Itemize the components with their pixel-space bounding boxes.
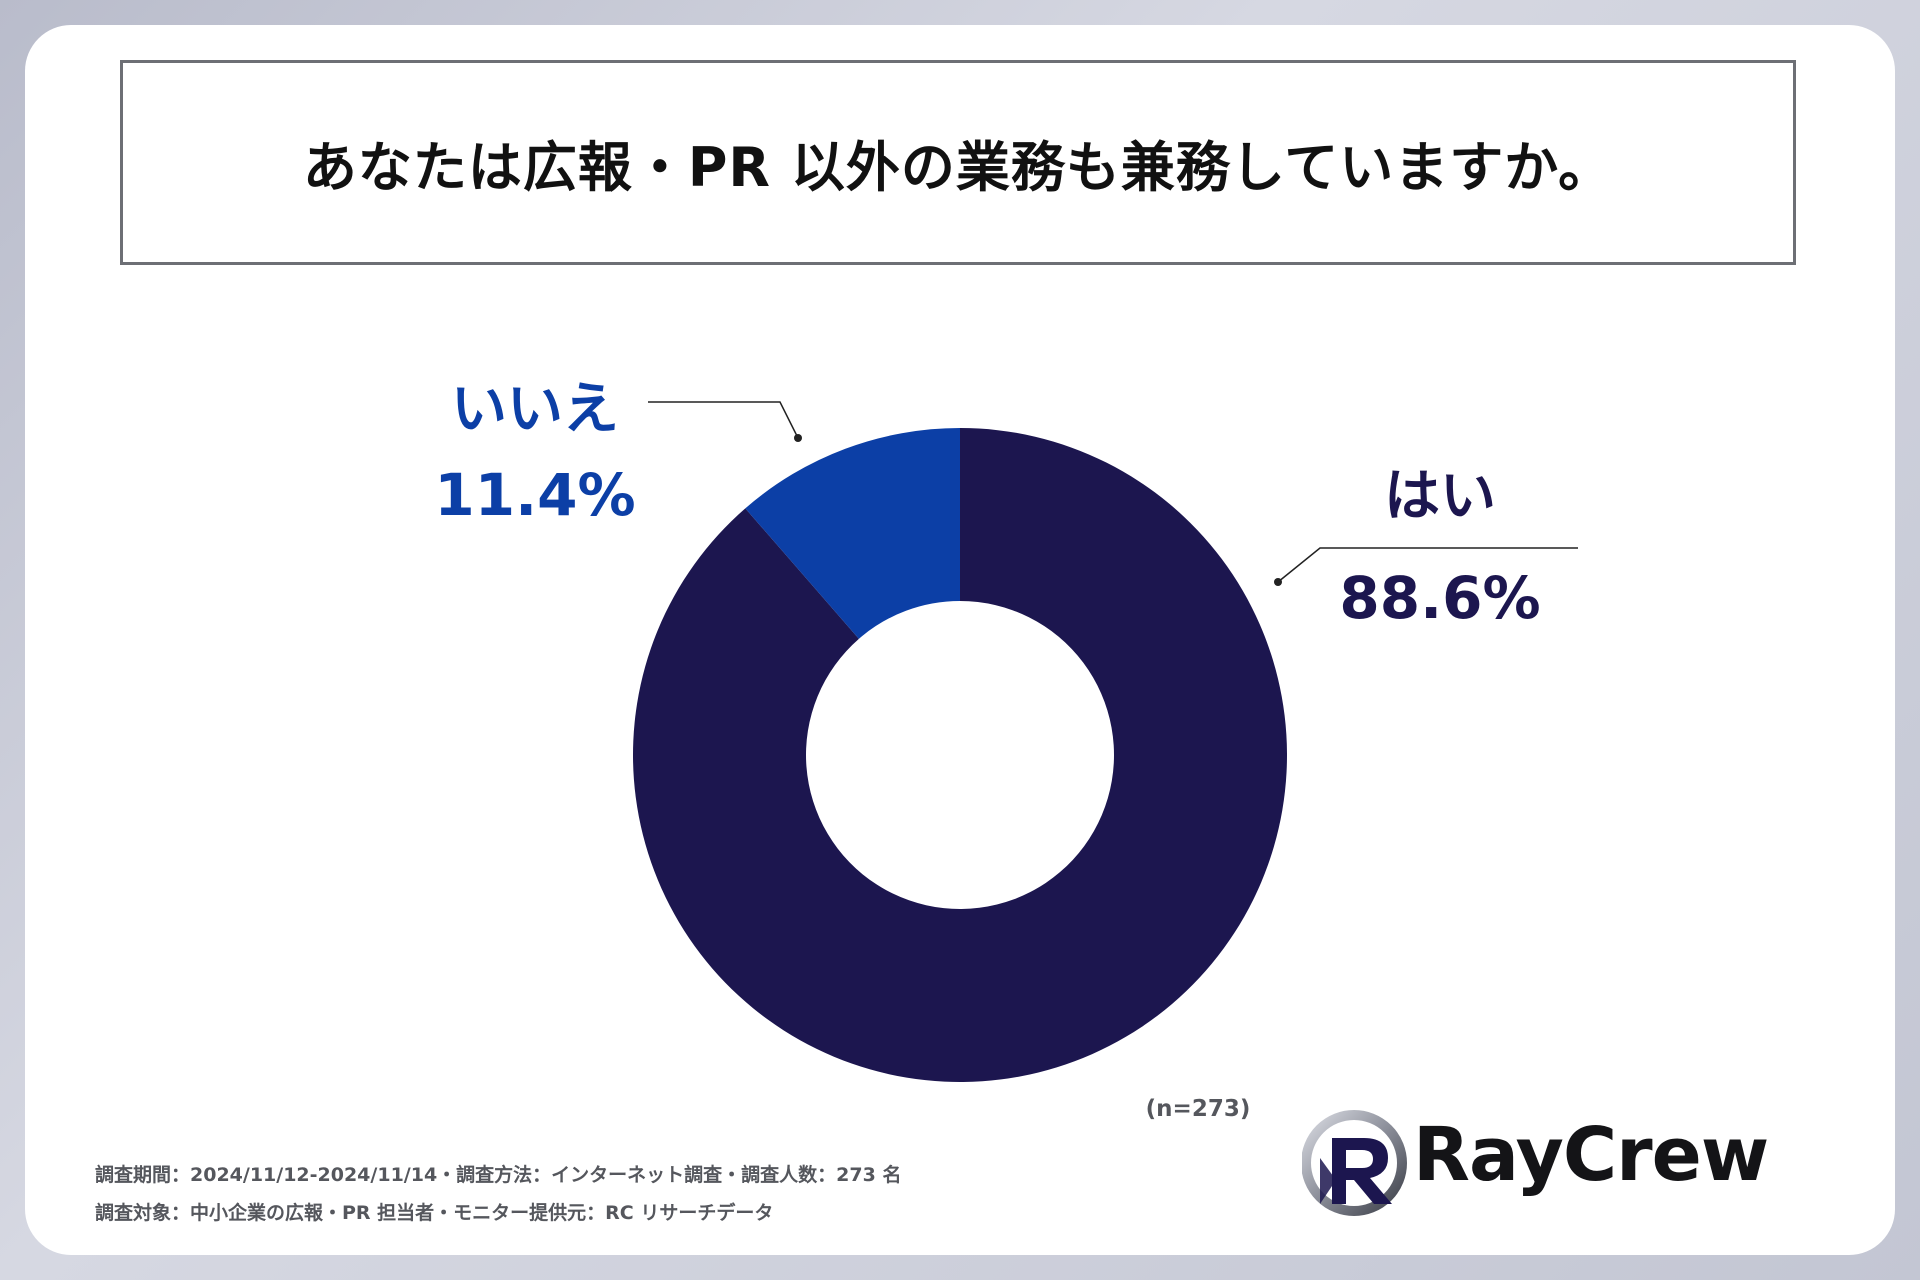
logo-text: RayCrew xyxy=(1413,1112,1769,1198)
raycrew-logo xyxy=(1302,1110,1407,1216)
survey-period-note: 調査期間：2024/11/12-2024/11/14・調査方法：インターネット調… xyxy=(95,1164,902,1186)
donut-slice-0 xyxy=(632,428,1288,1083)
title-box: あなたは広報・PR 以外の業務も兼務していますか。 xyxy=(120,60,1796,265)
value-hai: 88.6% xyxy=(1339,564,1540,632)
label-iie: いいえ xyxy=(451,377,619,442)
logo-ring-icon xyxy=(1302,1110,1407,1216)
sample-size-note: (n=273) xyxy=(1146,1096,1251,1122)
logo-r-mark-icon xyxy=(1332,1138,1392,1204)
chart-title: あなたは広報・PR 以外の業務も兼務していますか。 xyxy=(302,136,1614,199)
donut-slice-1 xyxy=(745,428,960,639)
survey-target-note: 調査対象：中小企業の広報・PR 担当者・モニター提供元：RC リサーチデータ xyxy=(95,1202,774,1224)
leader-line-hai xyxy=(1277,547,1578,583)
label-hai: はい xyxy=(1384,464,1496,529)
value-iie: 11.4% xyxy=(434,461,635,529)
leader-line-iie xyxy=(648,401,799,439)
